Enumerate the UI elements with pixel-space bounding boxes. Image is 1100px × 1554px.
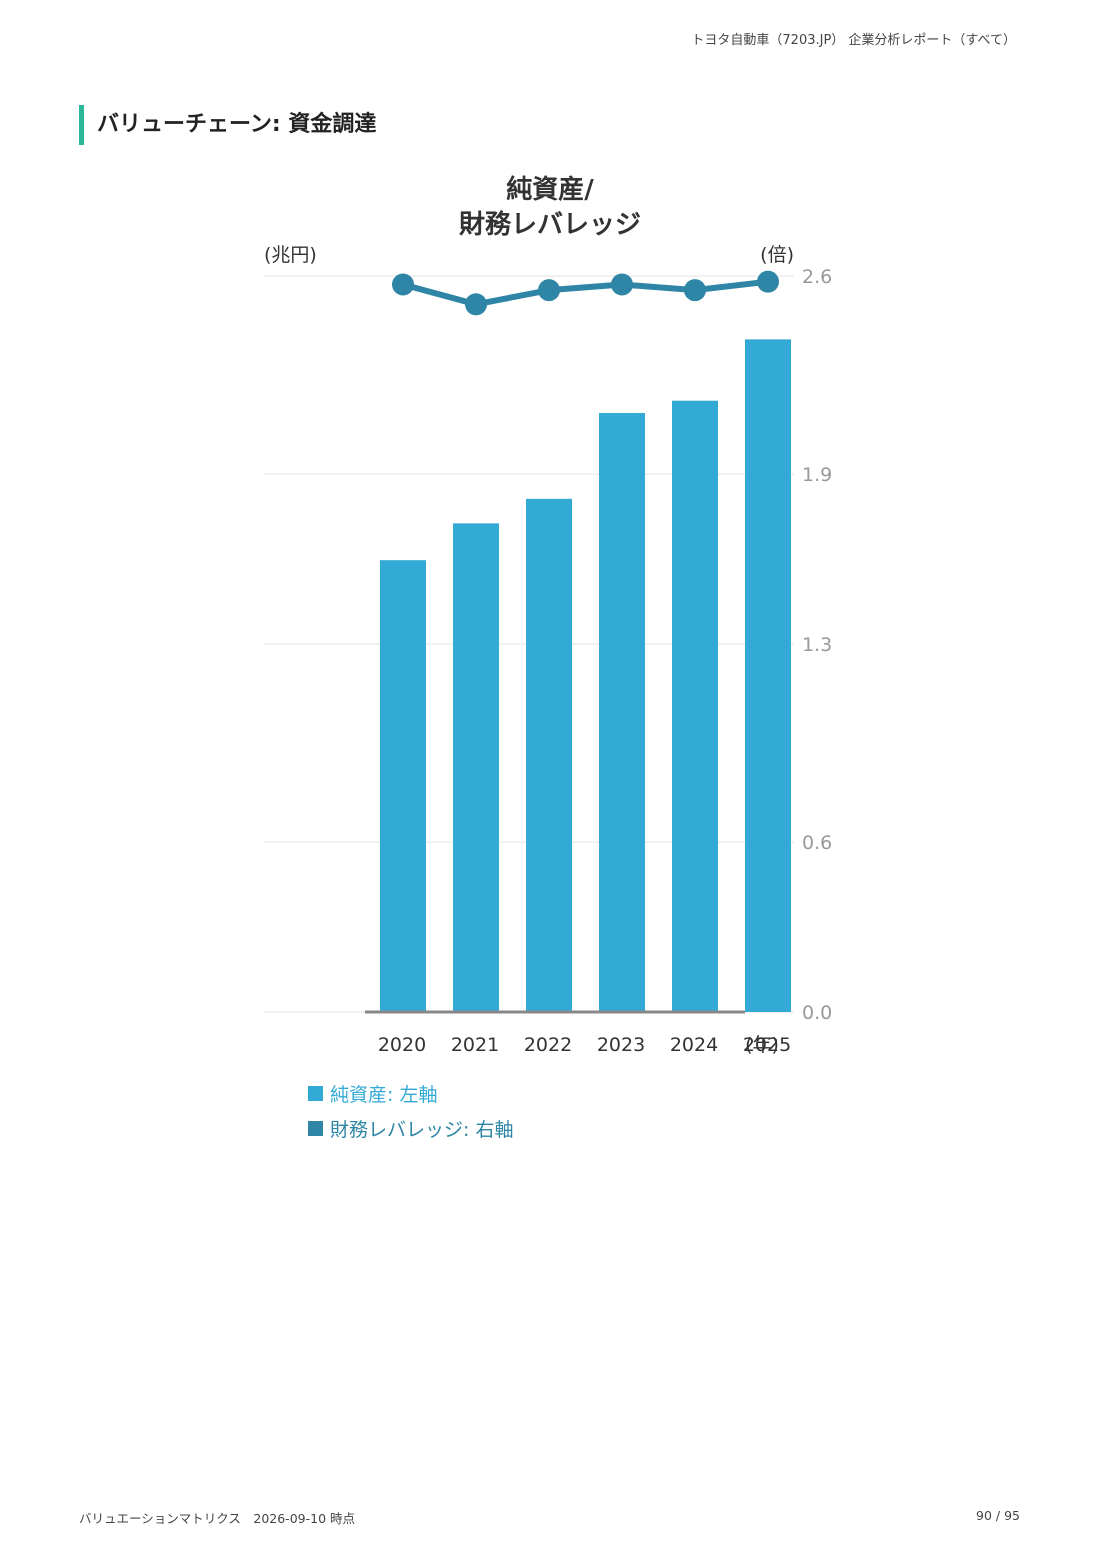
x-tick-label: 2022: [524, 1034, 572, 1056]
chart-legend: 純資産: 左軸 財務レバレッジ: 右軸: [308, 1076, 513, 1146]
line-financial-leverage: [402, 278, 769, 308]
bar-net-assets-2024: [672, 400, 718, 1012]
x-axis-unit: (年): [745, 1034, 779, 1056]
point-leverage-2024: [684, 279, 706, 302]
legend-label-leverage: 財務レバレッジ: 右軸: [330, 1119, 514, 1141]
bar-net-assets-2020: [380, 560, 426, 1012]
bar-net-assets-2023: [599, 412, 645, 1012]
legend-label-net-assets: 純資産: 左軸: [330, 1084, 438, 1106]
legend-swatch-leverage: [308, 1121, 323, 1136]
report-header: トヨタ自動車（7203.JP） 企業分析レポート（すべて）: [691, 33, 1016, 48]
footer-source: バリュエーションマトリクス 2026-09-10 時点: [79, 1511, 355, 1526]
right-axis-tick-label: 1.9: [802, 464, 832, 486]
page-number: 90 / 95: [976, 1508, 1020, 1523]
right-axis-tick-label: 1.3: [802, 634, 832, 656]
section-title: バリューチェーン: 資金調達: [79, 105, 376, 145]
right-axis-tick-label: 0.0: [802, 1002, 832, 1024]
legend-item-net-assets: 純資産: 左軸: [308, 1076, 513, 1111]
x-tick-label: 2025: [743, 1034, 791, 1056]
legend-swatch-net-assets: [308, 1086, 323, 1101]
point-leverage-2023: [611, 273, 633, 296]
x-tick-label: 2020: [378, 1034, 426, 1056]
x-tick-label: 2024: [670, 1034, 718, 1056]
x-tick-label: 2023: [597, 1034, 645, 1056]
point-leverage-2022: [538, 279, 560, 302]
point-leverage-2020: [392, 273, 414, 296]
point-leverage-2025: [757, 270, 779, 293]
legend-item-leverage: 財務レバレッジ: 右軸: [308, 1111, 513, 1146]
right-axis-unit: (倍): [760, 244, 794, 266]
chart-title-line2: 財務レバレッジ: [459, 210, 641, 240]
bar-net-assets-2025: [745, 339, 791, 1012]
right-axis-tick-label: 0.6: [802, 832, 832, 854]
bar-net-assets-2021: [453, 523, 499, 1012]
x-tick-label: 2021: [451, 1034, 499, 1056]
right-axis-tick-label: 2.6: [802, 266, 832, 288]
left-axis-unit: (兆円): [264, 244, 317, 266]
bar-net-assets-2022: [526, 498, 572, 1012]
point-leverage-2021: [465, 293, 487, 316]
chart-title-line1: 純資産/: [506, 174, 594, 205]
